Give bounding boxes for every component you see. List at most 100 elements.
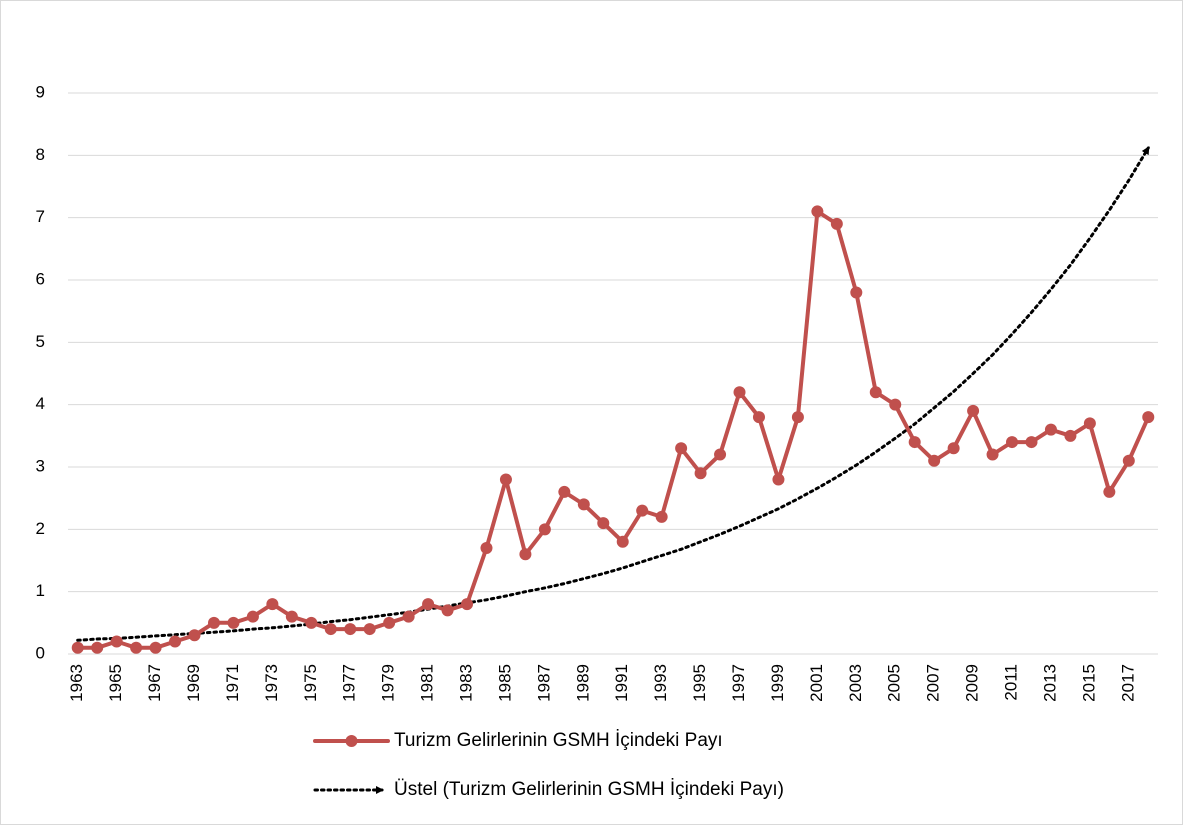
x-tick-label: 2015 [1079,664,1098,702]
data-point [675,442,688,455]
data-point [1044,423,1057,436]
legend: Turizm Gelirlerinin GSMH İçindeki Payı Üs… [313,730,784,800]
x-tick-label: 2003 [846,664,865,702]
data-point [1122,454,1135,467]
x-tick-label: 1975 [301,664,320,702]
data-point [246,610,259,623]
data-point [1103,485,1116,498]
legend-marker [345,735,358,747]
data-point [1025,436,1038,449]
y-tick-label: 3 [36,456,45,475]
data-point [71,641,84,654]
y-tick-label: 2 [36,519,45,538]
data-point [714,448,727,461]
data-point [752,411,765,424]
data-point [616,535,629,548]
x-tick-label: 1971 [223,664,242,702]
data-point [285,610,298,623]
data-point [850,286,863,299]
data-point [188,629,201,642]
data-point [461,598,474,611]
x-tick-label: 1973 [262,664,281,702]
data-point [967,404,980,417]
x-tick-label: 1965 [106,664,125,702]
data-point [830,217,843,230]
x-tick-label: 1981 [418,664,437,702]
data-point [363,623,376,636]
data-point [655,510,668,523]
data-point [577,498,590,511]
data-point [169,635,182,648]
data-point [441,604,454,617]
data-point [986,448,999,461]
y-tick-label: 4 [36,394,45,413]
data-point [91,641,104,654]
x-tick-label: 1983 [457,664,476,702]
x-tick-label: 1995 [690,664,709,702]
trend-line [76,146,1150,642]
data-point [227,616,240,629]
legend-label: Turizm Gelirlerinin GSMH İçindeki Payı [394,730,723,751]
data-point [597,517,610,530]
data-point [383,616,396,629]
data-point [305,616,318,629]
data-point [499,473,512,486]
x-tick-label: 1999 [768,664,787,702]
data-point [928,454,941,467]
data-point [110,635,123,648]
legend-label: Üstel (Turizm Gelirlerinin GSMH İçindeki… [394,779,784,800]
x-tick-label: 2007 [924,664,943,702]
data-point [130,641,143,654]
data-point [149,641,162,654]
data-point [869,386,882,399]
plot [71,146,1155,654]
data-point [422,598,435,611]
x-tick-label: 2005 [885,664,904,702]
x-tick-label: 2011 [1002,664,1021,701]
y-tick-label: 9 [36,82,45,101]
data-point [1006,436,1019,449]
y-tick-label: 6 [36,269,45,288]
x-tick-label: 1967 [145,664,164,702]
y-tick-label: 7 [36,207,45,226]
data-point [266,598,279,611]
data-point [733,386,746,399]
y-tick-label: 0 [36,643,45,662]
data-point [947,442,960,455]
data-point [402,610,415,623]
x-tick-label: 1977 [340,664,359,702]
data-point [1064,429,1077,442]
data-point [344,623,357,636]
data-point [811,205,824,218]
x-tick-label: 1979 [379,664,398,702]
x-tick-label: 1993 [651,664,670,702]
x-tick-label: 2013 [1040,664,1059,702]
data-point [908,436,921,449]
data-point [694,467,707,480]
data-point [538,523,551,536]
data-point [519,548,532,561]
data-point [1142,411,1155,424]
y-tick-label: 5 [36,332,45,351]
x-tick-label: 1989 [573,664,592,702]
data-point [558,485,571,498]
x-tick-label: 2009 [963,664,982,702]
data-point [480,542,493,555]
x-tick-label: 1963 [67,664,86,702]
x-tick-label: 1997 [729,664,748,702]
grid: 0 1 2 3 4 5 6 7 8 9 1963 1965 1967 1969 1971 1973 1975 19… [36,82,1158,702]
x-tick-label: 2017 [1118,664,1137,702]
y-tick-label: 8 [36,145,45,164]
data-point [1083,417,1096,430]
data-point [207,616,220,629]
data-point [636,504,649,517]
x-tick-label: 1991 [612,664,631,702]
y-tick-label: 1 [36,581,45,600]
x-tick-label: 1987 [534,664,553,702]
x-tick-label: 1969 [184,664,203,702]
data-point [772,473,785,486]
data-point [889,398,902,411]
x-tick-label: 2001 [807,664,826,702]
